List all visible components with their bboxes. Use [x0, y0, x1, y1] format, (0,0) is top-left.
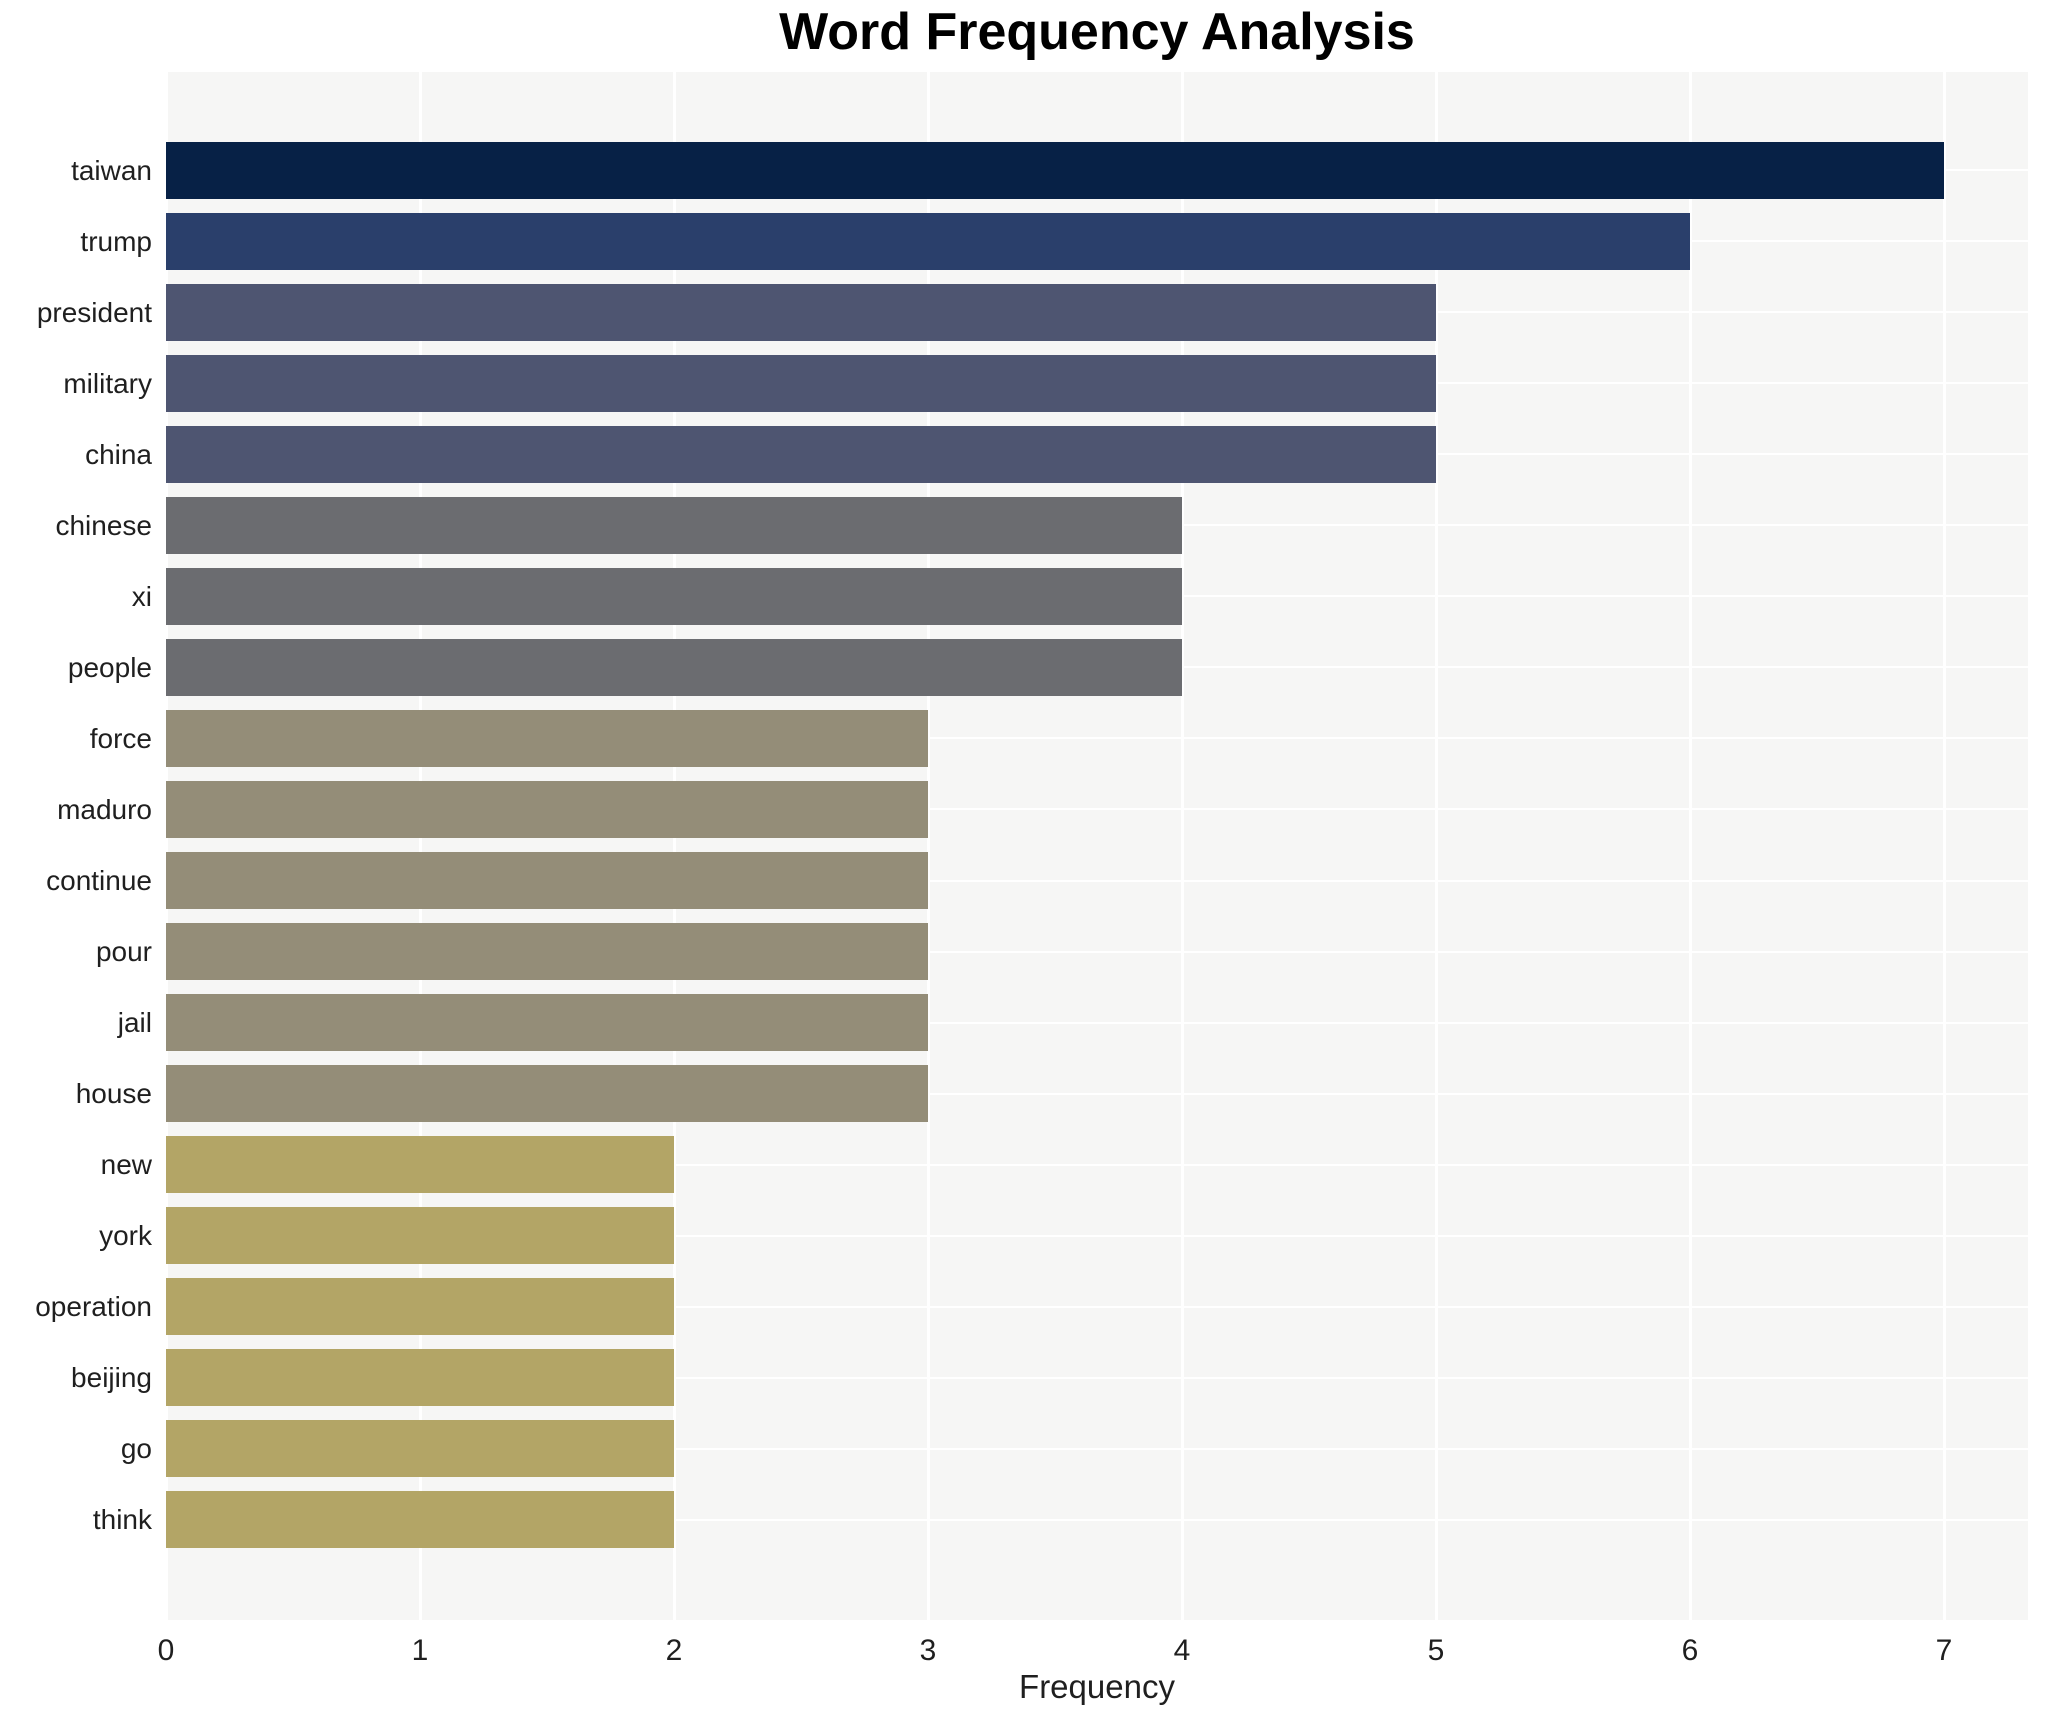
grid-line-vertical [419, 72, 422, 1620]
category-label: go [120, 1433, 152, 1464]
category-label: beijing [71, 1362, 152, 1393]
category-label: new [100, 1149, 152, 1180]
chart-title: Word Frequency Analysis [779, 3, 1415, 61]
bar [166, 781, 928, 838]
category-label: china [85, 439, 152, 470]
category-label: president [36, 297, 152, 328]
bar [166, 213, 1690, 270]
category-label: trump [80, 226, 152, 257]
category-label: jail [117, 1007, 152, 1038]
category-label: taiwan [71, 155, 152, 186]
bar [166, 1136, 674, 1193]
x-tick-label: 3 [919, 1634, 937, 1667]
category-label: force [89, 723, 152, 754]
grid-line-vertical [165, 72, 168, 1620]
x-axis-label: Frequency [1019, 1668, 1175, 1705]
grid-line-vertical [673, 72, 676, 1620]
bar [166, 1349, 674, 1406]
x-tick-label: 2 [665, 1634, 683, 1667]
category-label: chinese [55, 510, 152, 541]
grid-line-vertical [1181, 72, 1184, 1620]
bar [166, 568, 1182, 625]
bar [166, 1278, 674, 1335]
x-tick-label: 1 [411, 1634, 429, 1667]
grid-line-horizontal [166, 737, 2028, 739]
grid-line-vertical [1689, 72, 1692, 1620]
x-tick-label: 7 [1935, 1634, 1953, 1667]
x-tick-label: 6 [1681, 1634, 1699, 1667]
bar [166, 284, 1436, 341]
bar [166, 426, 1436, 483]
category-label: maduro [57, 794, 152, 825]
category-label: xi [131, 581, 152, 612]
bar [166, 142, 1944, 199]
grid-line-horizontal [166, 1164, 2028, 1166]
grid-line-horizontal [166, 1093, 2028, 1095]
bar [166, 1420, 674, 1477]
grid-line-vertical [1943, 72, 1946, 1620]
category-label: continue [46, 865, 152, 896]
category-label: military [63, 368, 152, 399]
category-label: york [99, 1220, 152, 1251]
bar [166, 1065, 928, 1122]
x-tick-label: 0 [157, 1634, 175, 1667]
category-label: operation [35, 1291, 152, 1322]
grid-line-horizontal [166, 1306, 2028, 1308]
bar [166, 497, 1182, 554]
grid-line-horizontal [166, 1377, 2028, 1379]
grid-line-horizontal [166, 808, 2028, 810]
bar [166, 1491, 674, 1548]
x-tick-label: 5 [1427, 1634, 1445, 1667]
x-tick-label: 4 [1173, 1634, 1191, 1667]
bar [166, 639, 1182, 696]
category-label: pour [95, 936, 152, 967]
bar [166, 852, 928, 909]
grid-line-horizontal [166, 951, 2028, 953]
category-label: people [67, 652, 152, 683]
grid-line-horizontal [166, 1022, 2028, 1024]
grid-line-horizontal [166, 880, 2028, 882]
plot-area [165, 72, 2028, 1620]
bar [166, 710, 928, 767]
grid-line-vertical [927, 72, 930, 1620]
grid-line-horizontal [166, 1519, 2028, 1521]
category-label: think [92, 1504, 152, 1535]
grid-line-horizontal [166, 1235, 2028, 1237]
bar [166, 1207, 674, 1264]
grid-line-horizontal [166, 1448, 2028, 1450]
category-label: house [75, 1078, 152, 1109]
grid-line-vertical [1435, 72, 1438, 1620]
bar [166, 923, 928, 980]
bar [166, 355, 1436, 412]
bar [166, 994, 928, 1051]
